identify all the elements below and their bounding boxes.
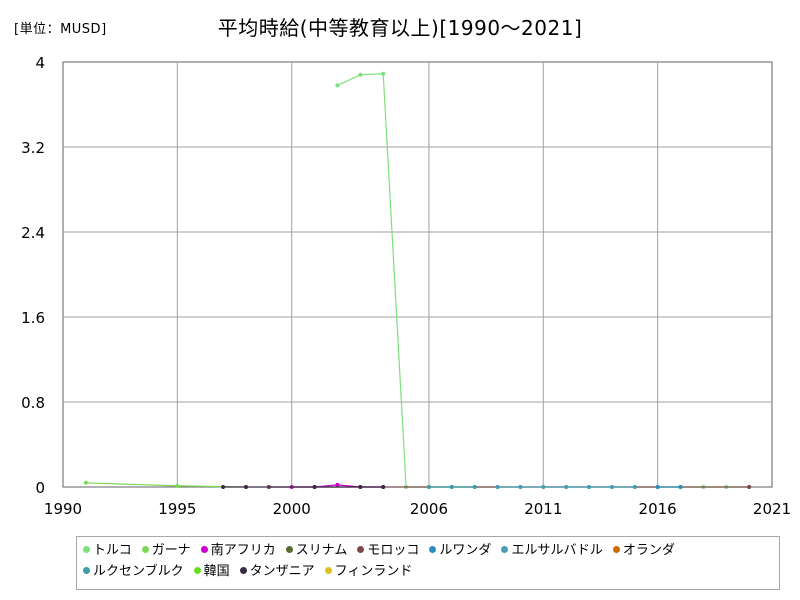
legend-label: ルワンダ — [439, 543, 492, 558]
legend-marker-icon — [357, 546, 365, 553]
data-point — [426, 485, 431, 489]
legend-item: タンザニア — [239, 561, 315, 582]
x-tick-label: 1995 — [158, 500, 196, 518]
legend-marker-icon — [285, 546, 293, 553]
legend-item: エルサルバドル — [501, 540, 603, 561]
data-point — [655, 485, 660, 489]
data-point — [358, 485, 363, 489]
legend-item: ルワンダ — [429, 540, 491, 561]
data-point — [335, 482, 340, 487]
legend-marker-icon — [200, 546, 208, 553]
data-point — [175, 483, 180, 488]
y-tick-label: 3.2 — [21, 139, 45, 157]
data-point — [243, 485, 248, 489]
legend-marker-icon — [193, 567, 201, 574]
data-point — [472, 485, 477, 489]
x-tick-label: 2021 — [753, 500, 791, 518]
legend-item: フィンランド — [324, 561, 413, 582]
y-tick-label: 1.6 — [21, 309, 45, 327]
legend-label: オランダ — [622, 543, 675, 558]
x-tick-label: 2000 — [273, 500, 311, 518]
legend-label: ガーナ — [151, 543, 191, 558]
y-tick-label: 2.4 — [21, 224, 45, 242]
y-tick-label: 0.8 — [21, 394, 45, 412]
legend-item: ルクセンブルク — [83, 561, 184, 582]
legend-label: トルコ — [93, 543, 132, 558]
data-point — [678, 485, 683, 489]
data-point — [564, 485, 569, 489]
legend-marker-icon — [501, 546, 509, 553]
data-point — [221, 485, 226, 489]
data-point — [587, 485, 592, 489]
legend-marker-icon — [83, 546, 90, 553]
legend-item: モロッコ — [357, 540, 419, 561]
data-point — [335, 83, 340, 88]
x-tick-label: 2011 — [524, 500, 562, 518]
x-tick-label: 2006 — [410, 500, 448, 518]
legend-item: スリナム — [285, 540, 348, 561]
data-point — [358, 72, 363, 77]
x-tick-label: 1990 — [44, 500, 82, 518]
chart-legend: トルコ ガーナ 南アフリカ スリナム モロッコ ルワンダ エルサルバドル オランダルクセンブル… — [76, 536, 780, 590]
data-point — [747, 485, 752, 489]
data-point — [449, 485, 454, 489]
chart-title: 平均時給(中等教育以上)[1990～2021] — [217, 16, 583, 40]
data-point — [495, 485, 500, 489]
legend-label: スリナム — [295, 543, 348, 558]
x-tick-label: 2016 — [639, 500, 677, 518]
legend-marker-icon — [612, 546, 620, 553]
unit-label: [単位：MUSD] — [14, 22, 107, 37]
data-point — [83, 480, 88, 485]
legend-label: モロッコ — [367, 543, 420, 558]
legend-label: 韓国 — [203, 564, 230, 579]
data-point — [541, 485, 546, 489]
legend-item: トルコ — [83, 540, 132, 561]
data-point — [381, 71, 386, 76]
data-point — [609, 485, 614, 489]
legend-item: オランダ — [612, 540, 675, 561]
legend-marker-icon — [429, 546, 437, 553]
y-tick-label: 0 — [35, 479, 45, 497]
legend-label: 南アフリカ — [210, 543, 276, 558]
legend-label: タンザニア — [249, 564, 315, 579]
legend-marker-icon — [239, 567, 247, 574]
data-point — [381, 485, 386, 489]
data-point — [312, 485, 317, 489]
legend-label: エルサルバドル — [511, 543, 603, 558]
legend-marker-icon — [83, 567, 90, 574]
legend-label: ルクセンブルク — [93, 564, 184, 579]
legend-marker-icon — [141, 546, 149, 553]
legend-item: ガーナ — [141, 540, 191, 561]
legend-item: 南アフリカ — [200, 540, 276, 561]
line-chart: 0 0.8 1.6 2.4 3.2 4 1990 1995 2000 2006 2011 2016 20… — [21, 54, 791, 518]
plot-area — [62, 61, 773, 488]
y-tick-label: 4 — [35, 54, 45, 72]
data-point — [518, 485, 523, 489]
legend-marker-icon — [324, 567, 332, 574]
data-point — [632, 485, 637, 489]
legend-item: 韓国 — [193, 561, 230, 582]
legend-label: フィンランド — [334, 564, 413, 579]
